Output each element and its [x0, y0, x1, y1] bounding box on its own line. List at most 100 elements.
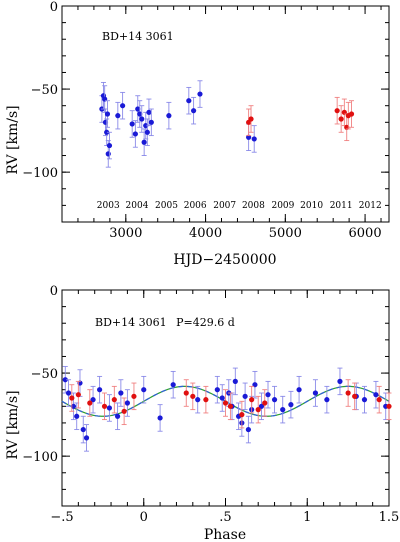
year-label: 2011	[330, 201, 353, 211]
data-point	[80, 426, 86, 433]
data-point	[345, 390, 351, 396]
data-point	[265, 392, 271, 398]
plot-frame-top	[61, 5, 390, 223]
data-point	[75, 392, 81, 398]
data-point	[222, 400, 229, 406]
data-point	[141, 139, 147, 145]
data-point	[101, 403, 108, 409]
tick-group-top: 3000 4000 5000 6000 0 −50 −100	[22, 0, 389, 241]
data-point	[197, 91, 203, 97]
year-label: 2005	[155, 201, 178, 211]
data-point	[334, 108, 340, 114]
data-point	[271, 397, 278, 403]
data-point	[376, 397, 382, 403]
y-tick-label: −50	[31, 367, 58, 382]
data-point	[137, 111, 143, 117]
data-point	[248, 116, 254, 122]
tick-group-bottom: −.5 0 .5 1 1.5 0 −50 −100	[22, 284, 399, 525]
chart-title-bottom: BD+14 3061 P=429.6 d	[95, 316, 235, 329]
data-point	[106, 142, 113, 149]
data-point	[280, 407, 286, 413]
data-point	[111, 397, 117, 403]
y-axis-label-top: RV [km/s]	[5, 105, 21, 174]
data-point	[120, 103, 126, 109]
year-label: 2003	[97, 201, 120, 211]
data-point	[124, 400, 130, 406]
chart-title-bottom-period: P=429.6 d	[176, 316, 235, 329]
data-point	[190, 108, 197, 114]
data-point	[166, 113, 172, 119]
data-point	[121, 408, 127, 414]
x-tick-label: 4000	[189, 226, 222, 241]
data-point	[249, 397, 255, 403]
year-label: 2008	[242, 201, 265, 211]
year-label: 2004	[126, 201, 149, 211]
data-point	[157, 415, 163, 421]
data-point	[255, 407, 261, 413]
data-point	[348, 111, 355, 117]
year-label: 2012	[359, 201, 382, 211]
data-point	[312, 390, 319, 396]
data-point	[195, 397, 201, 403]
data-point	[74, 413, 80, 419]
data-point	[118, 390, 124, 396]
data-point	[352, 393, 358, 399]
data-points-bottom	[62, 365, 392, 452]
x-tick-label: 1.5	[379, 510, 400, 525]
y-axis-label-bottom: RV [km/s]	[5, 390, 21, 459]
data-point	[144, 129, 150, 135]
data-point	[242, 393, 248, 399]
data-points-top	[99, 80, 355, 168]
data-point	[186, 98, 192, 104]
data-point	[65, 390, 72, 396]
data-point	[324, 397, 330, 403]
data-point	[262, 400, 268, 406]
data-point	[104, 111, 111, 117]
chart-title-top: BD+14 3061	[102, 30, 174, 43]
data-point	[105, 151, 111, 157]
x-tick-label: 5000	[269, 226, 302, 241]
chart-title-bottom-star: BD+14 3061	[95, 316, 167, 329]
rv-vs-phase-panel: BD+14 3061 P=429.6 d Phase RV [km/s] −.5…	[5, 284, 399, 542]
data-point	[131, 393, 137, 399]
data-point	[386, 403, 392, 409]
data-point	[373, 392, 379, 398]
data-point	[214, 387, 220, 393]
data-point	[337, 378, 343, 384]
data-point	[115, 113, 121, 119]
data-point	[114, 413, 121, 419]
y-tick-label: −100	[22, 166, 58, 181]
y-tick-label: 0	[50, 0, 58, 15]
year-label: 2007	[213, 201, 236, 211]
data-point	[361, 397, 368, 403]
data-point	[146, 109, 152, 115]
year-label: 2009	[271, 201, 294, 211]
x-tick-label: 3000	[109, 226, 142, 241]
x-tick-label: 6000	[349, 226, 382, 241]
data-point	[183, 390, 189, 396]
x-tick-label: .5	[219, 510, 231, 525]
year-label: 2010	[300, 201, 323, 211]
x-axis-label-bottom: Phase	[204, 527, 246, 542]
data-point	[69, 395, 75, 401]
data-point	[203, 397, 209, 403]
data-point	[132, 131, 138, 137]
data-point	[232, 378, 238, 384]
data-point	[258, 403, 265, 409]
data-point	[106, 405, 113, 411]
year-labels-top: 2003 2004 2005 2006 2007 2008 2009 2010 2011 2012	[97, 201, 382, 211]
data-point	[288, 402, 294, 408]
y-tick-label: −100	[22, 450, 58, 465]
data-point	[170, 382, 176, 388]
data-point	[97, 387, 103, 393]
data-point	[227, 403, 234, 409]
data-point	[338, 116, 344, 122]
data-point	[251, 136, 257, 142]
data-point	[83, 435, 90, 441]
y-tick-label: −50	[31, 83, 58, 98]
data-point	[129, 121, 135, 127]
x-tick-label: 1	[303, 510, 311, 525]
data-point	[139, 116, 145, 122]
data-point	[296, 387, 302, 393]
